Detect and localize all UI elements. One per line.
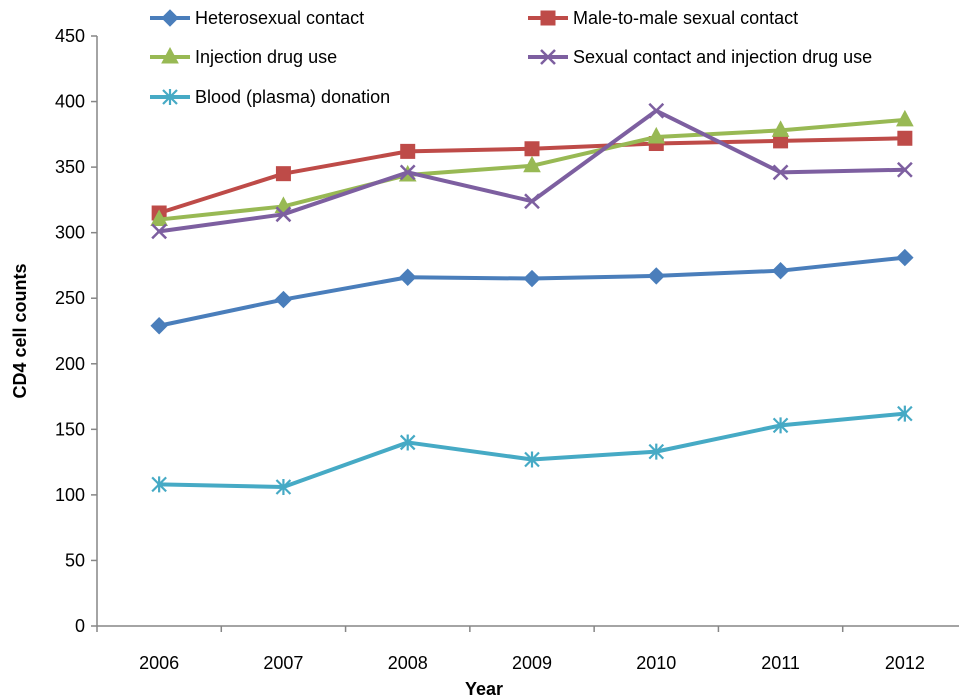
legend-label: Sexual contact and injection drug use [573, 47, 872, 67]
data-point [524, 451, 540, 468]
y-tick-label: 350 [55, 157, 85, 177]
data-point [399, 164, 416, 181]
legend-label: Blood (plasma) donation [195, 87, 390, 107]
data-point [896, 161, 913, 178]
y-tick-label: 250 [55, 288, 85, 308]
data-point [524, 193, 540, 210]
legend-marker [161, 9, 179, 27]
y-tick-label: 200 [55, 354, 85, 374]
x-tick-label: 2009 [512, 653, 552, 673]
series-line [157, 255, 907, 328]
legend-marker [540, 49, 556, 65]
data-point [524, 141, 540, 157]
data-point [896, 109, 914, 127]
x-tick-label: 2006 [139, 653, 179, 673]
data-point [896, 248, 914, 267]
series-layer [150, 102, 914, 496]
series-line [157, 411, 907, 490]
data-point [275, 206, 292, 223]
legend-label: Injection drug use [195, 47, 337, 67]
data-point [274, 290, 293, 309]
data-point [897, 405, 913, 422]
y-tick-label: 300 [55, 223, 85, 243]
data-point [523, 269, 541, 288]
x-tick-label: 2008 [388, 653, 428, 673]
data-point [399, 268, 417, 286]
data-point [647, 126, 666, 144]
legend-item: Sexual contact and injection drug use [528, 47, 872, 67]
legend-marker [161, 46, 179, 64]
y-axis-title: CD4 cell counts [10, 263, 30, 398]
data-point [275, 479, 292, 496]
data-point [648, 443, 665, 460]
x-tick-label: 2011 [761, 653, 800, 673]
data-point [151, 223, 168, 240]
data-point [399, 434, 416, 451]
y-tick-label: 450 [55, 26, 85, 46]
legend-label: Male-to-male sexual contact [573, 8, 798, 28]
x-axis-title: Year [465, 679, 503, 699]
y-tick-label: 400 [55, 92, 85, 112]
legend-item: Heterosexual contact [150, 8, 364, 28]
data-point [771, 261, 790, 280]
data-point [523, 155, 541, 173]
x-tick-label: 2010 [636, 653, 676, 673]
legend-marker [540, 10, 556, 26]
data-point [151, 476, 167, 493]
data-point [150, 317, 168, 335]
data-point [275, 166, 291, 182]
legend: Heterosexual contact Male-to-male sexual … [150, 8, 872, 107]
series-1 [150, 248, 914, 335]
data-point [400, 143, 416, 159]
y-tick-label: 0 [75, 616, 85, 636]
axes: 0 50 100 150 200 250 300 350 400 450 2006 2007 2008 2… [55, 26, 959, 673]
data-point [772, 164, 789, 181]
y-tick-label: 150 [55, 419, 85, 439]
series-5 [151, 405, 913, 496]
series-3 [150, 109, 914, 227]
legend-item: Male-to-male sexual contact [528, 8, 798, 28]
legend-item: Blood (plasma) donation [150, 87, 390, 107]
data-point [771, 120, 790, 137]
y-tick-label: 100 [55, 485, 85, 505]
legend-label: Heterosexual contact [195, 8, 364, 28]
x-tick-label: 2012 [885, 653, 925, 673]
legend-item: Injection drug use [150, 46, 337, 67]
series-4 [151, 102, 913, 240]
y-tick-label: 50 [65, 550, 85, 570]
legend-marker [162, 89, 178, 105]
data-point [648, 102, 665, 119]
data-point [647, 267, 665, 285]
x-tick-label: 2007 [263, 653, 303, 673]
data-point [897, 130, 913, 146]
data-point [772, 417, 789, 434]
data-point [150, 209, 168, 227]
